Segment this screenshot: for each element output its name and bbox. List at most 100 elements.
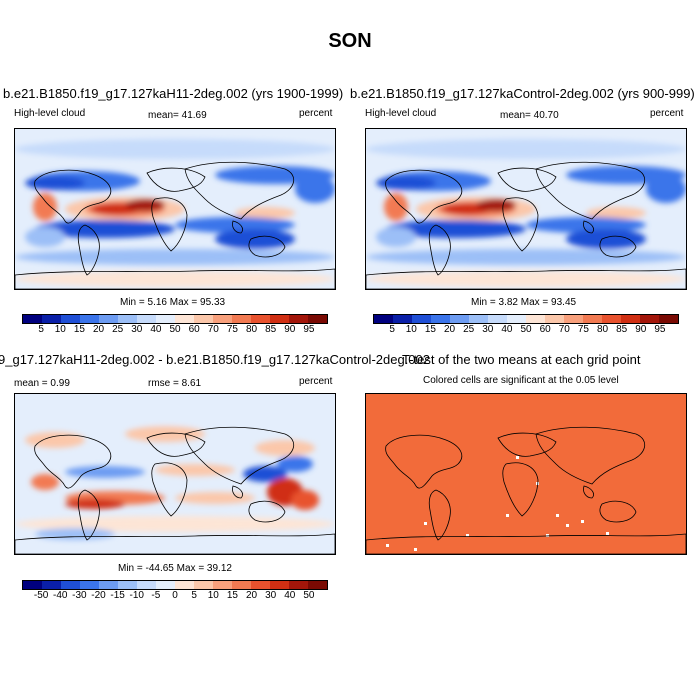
panel2-mean-label: mean= 40.70 <box>500 110 559 121</box>
colorbar-tick-label: 30 <box>131 324 143 335</box>
colorbar-swatch <box>270 315 289 323</box>
colorbar-swatch <box>156 581 175 589</box>
colorbar-tick-label: 15 <box>424 324 436 335</box>
panel3-title: 9_g17.127kaH11-2deg.002 - b.e21.B1850.f1… <box>0 352 430 367</box>
colorbar-tick-label: 40 <box>501 324 513 335</box>
colorbar-swatch <box>194 581 213 589</box>
colorbar-swatch <box>251 315 270 323</box>
colorbar-tick-label: 10 <box>54 324 66 335</box>
colorbar-swatch <box>156 315 175 323</box>
colorbar-swatch <box>80 315 99 323</box>
colorbar-swatch <box>431 315 450 323</box>
colorbar-tick-label: 5 <box>389 324 395 335</box>
colorbar-tick-label: 85 <box>616 324 628 335</box>
colorbar-swatch <box>289 315 308 323</box>
colorbar-swatch <box>251 581 270 589</box>
panel1-title: b.e21.B1850.f19_g17.127kaH11-2deg.002 (y… <box>3 86 344 101</box>
colorbar-tick-label: 0 <box>172 590 178 601</box>
colorbar-swatch <box>23 315 42 323</box>
panel3-map <box>14 393 336 555</box>
colorbar-swatch <box>61 315 80 323</box>
colorbar-tick-label: 30 <box>265 590 277 601</box>
colorbar-swatch <box>42 581 61 589</box>
panel3-colorbar <box>22 580 328 590</box>
colorbar-tick-label: 80 <box>596 324 609 335</box>
colorbar-tick-label: 40 <box>284 590 296 601</box>
colorbar-swatch <box>232 315 251 323</box>
colorbar-tick-label: 50 <box>520 324 532 335</box>
colorbar-swatch <box>393 315 412 323</box>
colorbar-tick-label: -40 <box>53 590 68 601</box>
colorbar-tick-label: -50 <box>33 590 49 601</box>
colorbar-swatch <box>175 315 194 323</box>
colorbar-swatch <box>99 315 118 323</box>
colorbar-swatch <box>137 581 156 589</box>
colorbar-swatch <box>137 315 156 323</box>
colorbar-swatch <box>42 315 61 323</box>
panel1-units-label: percent <box>299 108 333 119</box>
colorbar-swatch <box>526 315 545 323</box>
colorbar-tick-label: 70 <box>207 324 219 335</box>
colorbar-tick-label: 25 <box>463 324 475 335</box>
panel2-title: b.e21.B1850.f19_g17.127kaControl-2deg.00… <box>350 86 695 101</box>
colorbar-swatch <box>564 315 583 323</box>
colorbar-swatch <box>289 581 308 589</box>
colorbar-swatch <box>621 315 640 323</box>
colorbar-swatch <box>507 315 526 323</box>
panel3-units-label: percent <box>299 376 333 387</box>
panel2-map <box>365 128 687 290</box>
colorbar-swatch <box>450 315 469 323</box>
panel2-colorbar-ticks: 5 10 15 20 25 30 40 50 60 70 75 80 85 90 95 <box>373 324 679 336</box>
colorbar-tick-label: 10 <box>405 324 417 335</box>
colorbar-swatch <box>175 581 194 589</box>
colorbar-swatch <box>583 315 602 323</box>
panel4-subtitle: Colored cells are significant at the 0.0… <box>423 375 619 386</box>
panel1-minmax: Min = 5.16 Max = 95.33 <box>120 297 226 308</box>
panel3-minmax: Min = -44.65 Max = 39.12 <box>118 563 232 574</box>
colorbar-swatch <box>213 315 232 323</box>
panel2-minmax: Min = 3.82 Max = 93.45 <box>471 297 577 308</box>
colorbar-tick-label: -10 <box>129 590 144 601</box>
colorbar-swatch <box>118 315 137 323</box>
colorbar-tick-label: 80 <box>245 324 258 335</box>
colorbar-tick-label: 30 <box>482 324 494 335</box>
colorbar-tick-label: 95 <box>654 324 666 335</box>
colorbar-tick-label: 70 <box>558 324 570 335</box>
colorbar-swatch <box>374 315 393 323</box>
colorbar-tick-label: 40 <box>150 324 162 335</box>
colorbar-swatch <box>640 315 659 323</box>
colorbar-swatch <box>488 315 507 323</box>
colorbar-swatch <box>232 581 251 589</box>
colorbar-swatch <box>270 581 289 589</box>
colorbar-swatch <box>308 581 327 589</box>
panel2-variable-label: High-level cloud <box>365 108 437 119</box>
colorbar-tick-label: -30 <box>72 590 87 601</box>
colorbar-tick-label: 25 <box>112 324 124 335</box>
colorbar-tick-label: -15 <box>110 590 125 601</box>
colorbar-tick-label: 90 <box>635 324 647 335</box>
colorbar-tick-label: 90 <box>284 324 296 335</box>
colorbar-swatch <box>659 315 678 323</box>
colorbar-tick-label: 60 <box>539 324 551 335</box>
colorbar-tick-label: 5 <box>38 324 44 335</box>
panel3-mean-label: mean = 0.99 <box>14 378 70 389</box>
colorbar-swatch <box>61 581 80 589</box>
panel1-colorbar-ticks: 5 10 15 20 25 30 40 50 60 70 75 80 85 90 95 <box>22 324 328 336</box>
colorbar-swatch <box>469 315 488 323</box>
colorbar-tick-label: 5 <box>191 590 197 601</box>
panel2-units-label: percent <box>650 108 684 119</box>
panel1-mean-label: mean= 41.69 <box>148 110 207 121</box>
colorbar-tick-label: 10 <box>207 590 219 601</box>
colorbar-swatch <box>412 315 431 323</box>
panel2-colorbar <box>373 314 679 324</box>
colorbar-swatch <box>99 581 118 589</box>
colorbar-tick-label: -5 <box>151 590 161 601</box>
colorbar-tick-label: 75 <box>577 324 589 335</box>
colorbar-swatch <box>80 581 99 589</box>
figure-title: SON <box>328 30 372 52</box>
colorbar-swatch <box>118 581 137 589</box>
colorbar-tick-label: 50 <box>303 590 315 601</box>
panel1-variable-label: High-level cloud <box>14 108 86 119</box>
colorbar-tick-label: 85 <box>265 324 277 335</box>
panel1-map <box>14 128 336 290</box>
